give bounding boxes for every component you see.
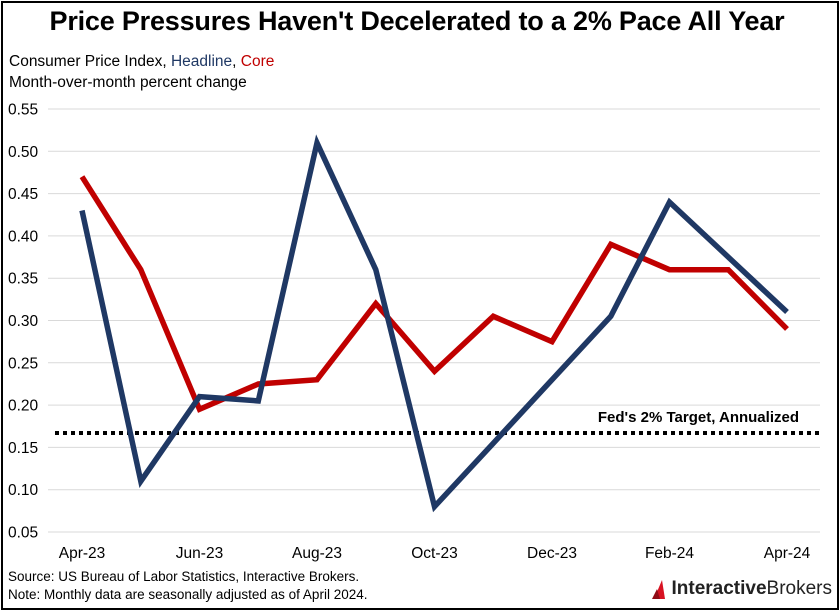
series-line-core xyxy=(79,175,789,413)
y-tick-label: 0.20 xyxy=(8,398,39,415)
y-tick-label: 0.35 xyxy=(8,271,38,288)
x-tick-label: Apr-23 xyxy=(59,545,106,562)
series-line-headline xyxy=(79,134,789,513)
y-tick-label: 0.25 xyxy=(8,355,38,372)
legend-core: Core xyxy=(240,53,275,70)
data-note: Note: Monthly data are seasonally adjust… xyxy=(8,587,368,602)
chart-units: Month-over-month percent change xyxy=(9,74,247,91)
logo-icon xyxy=(652,580,666,599)
interactive-brokers-logo: Interactive Brokers xyxy=(651,578,832,600)
y-tick-label: 0.50 xyxy=(8,144,39,161)
subtitle-separator: , xyxy=(232,53,241,70)
y-tick-label: 0.05 xyxy=(8,525,38,542)
y-tick-label: 0.40 xyxy=(8,228,39,245)
gridlines xyxy=(48,108,820,533)
chart-subtitle: Consumer Price Index, Headline, Core xyxy=(9,53,274,71)
chart-title: Price Pressures Haven't Decelerated to a… xyxy=(49,6,785,36)
target-line-label: Fed's 2% Target, Annualized xyxy=(598,409,799,426)
x-tick-label: Dec-23 xyxy=(527,545,577,562)
series-lines xyxy=(79,134,789,513)
x-tick-label: Apr-24 xyxy=(764,545,811,562)
x-tick-label: Jun-23 xyxy=(176,545,223,562)
y-tick-label: 0.45 xyxy=(8,186,38,203)
y-tick-label: 0.55 xyxy=(8,102,38,119)
logo-text-bold: Interactive xyxy=(671,578,767,599)
x-axis-ticks: Apr-23 Jun-23 Aug-23 Oct-23 Dec-23 Feb-24 Apr-… xyxy=(59,545,811,562)
y-tick-label: 0.30 xyxy=(8,313,39,330)
y-tick-label: 0.10 xyxy=(8,482,39,499)
y-axis-ticks: 0.05 0.10 0.15 0.20 0.25 0.30 0.35 0.40 0.45 0.50… xyxy=(8,102,39,542)
subtitle-prefix: Consumer Price Index, xyxy=(9,53,171,70)
x-tick-label: Feb-24 xyxy=(645,545,694,562)
y-tick-label: 0.15 xyxy=(8,440,38,457)
target-line-group: Fed's 2% Target, Annualized xyxy=(55,409,820,436)
logo-text-regular: Brokers xyxy=(766,578,832,599)
source-note: Source: US Bureau of Labor Statistics, I… xyxy=(8,569,360,584)
x-tick-label: Oct-23 xyxy=(411,545,458,562)
legend-headline: Headline xyxy=(170,53,233,70)
x-tick-label: Aug-23 xyxy=(292,545,342,562)
